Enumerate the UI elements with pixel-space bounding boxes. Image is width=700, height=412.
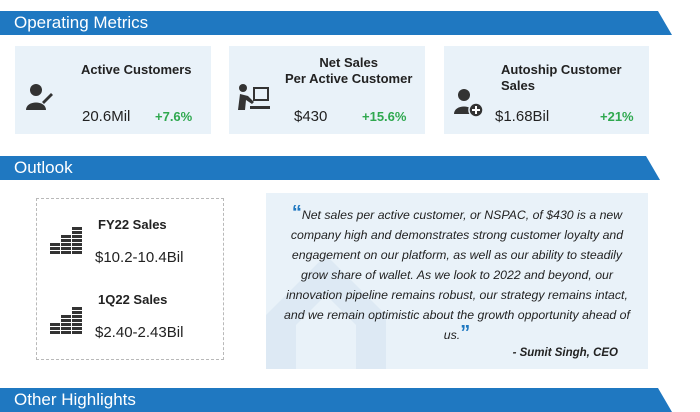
metric-value: $430: [294, 108, 328, 125]
quote-text: “Net sales per active customer, or NSPAC…: [278, 202, 636, 345]
section-header-other-highlights: Other Highlights: [0, 388, 672, 412]
section-title: Operating Metrics: [14, 13, 149, 32]
coins-icon: [50, 307, 82, 334]
metric-value: 20.6Mil: [82, 108, 131, 125]
ceo-quote-box: “Net sales per active customer, or NSPAC…: [266, 193, 648, 369]
person-edit-icon: [26, 84, 53, 110]
section-title: Outlook: [14, 158, 73, 177]
metric-value: $1.68Bil: [495, 108, 550, 125]
quote-author: - Sumit Singh, CEO: [512, 347, 618, 359]
metric-label-line1: Net Sales: [319, 55, 378, 70]
quote-body: Net sales per active customer, or NSPAC,…: [284, 208, 630, 342]
outlook-value: $10.2-10.4Bil: [95, 249, 184, 266]
outlook-label: FY22 Sales: [98, 217, 167, 232]
metric-change: +15.6%: [362, 109, 407, 124]
outlook-value: $2.40-2.43Bil: [95, 324, 184, 341]
person-add-icon: [454, 89, 484, 118]
coins-icon: [50, 227, 82, 254]
outlook-label: 1Q22 Sales: [98, 292, 168, 307]
outlook-box: FY22 Sales $10.2-10.4Bil 1Q22 Sales $2.4…: [36, 198, 224, 360]
watermark-arrow-icon: [266, 255, 386, 369]
metric-label: Net Sales Per Active Customer: [285, 55, 412, 87]
metric-label: Autoship Customer Sales: [501, 62, 622, 93]
metric-card-autoship: Autoship Customer Sales $1.68Bil +21%: [444, 46, 649, 134]
section-header-operating-metrics: Operating Metrics: [0, 11, 672, 35]
metric-card-active-customers: Active Customers 20.6Mil +7.6%: [15, 46, 211, 134]
metric-card-net-sales: Net Sales Per Active Customer $430 +15.6…: [229, 46, 425, 134]
metric-change: +21%: [600, 109, 634, 124]
section-header-outlook: Outlook: [0, 156, 660, 180]
metric-label-line2: Per Active Customer: [285, 71, 413, 86]
person-computer-icon: [238, 84, 270, 110]
metric-label: Active Customers: [81, 62, 192, 77]
metric-change: +7.6%: [155, 109, 193, 124]
close-quote-icon: ”: [460, 322, 471, 344]
open-quote-icon: “: [291, 202, 302, 224]
